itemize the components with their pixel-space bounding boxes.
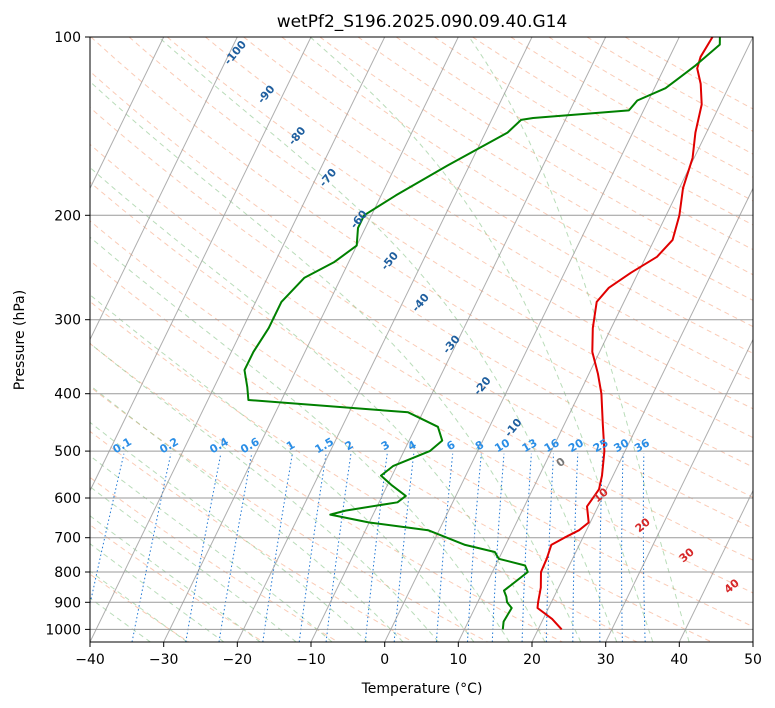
x-tick-label: 50 [744,652,762,668]
y-tick-label: 200 [54,208,81,224]
moist-adiabat-line [158,37,618,642]
plot-area [90,37,753,642]
mixing-ratio-line [185,453,222,642]
dry-adiabat-line [472,37,753,202]
isotherm-gridline [457,37,753,642]
x-tick-label: 40 [670,652,688,668]
dry-adiabat-line [90,300,638,642]
x-axis-ticks: −40 −30 −20 −10 0 10 20 30 40 50 [75,642,762,668]
x-tick-label: 20 [523,652,541,668]
sounding-series [243,37,721,631]
y-axis-label: Pressure (hPa) [12,290,28,390]
x-tick-label: −20 [223,652,253,668]
dry-adiabat-line [90,181,753,594]
mixing-ratio-line [262,453,293,642]
dry-adiabat-line [243,37,753,354]
x-tick-label: −40 [75,652,105,668]
y-tick-label: 500 [54,444,81,460]
moist-adiabat-line [90,166,546,642]
isotherm-gridline [163,37,459,642]
mixing-ratio-line [599,453,603,642]
y-tick-label: 900 [54,595,81,611]
dry-adiabat-line [90,430,414,642]
dry-adiabat-line [548,37,753,155]
dry-adiabat-line [90,476,339,642]
isotherm-gridline [90,37,386,642]
moist-adiabat-line [90,236,510,642]
temperature-profile [536,37,714,631]
plot-frame [89,36,754,643]
moist-adiabat-line [90,455,333,642]
y-tick-label: 700 [54,531,81,547]
moist-adiabat-line [90,80,582,642]
isotherm-gridline [531,187,753,642]
y-tick-label: 800 [54,565,81,581]
x-tick-label: −30 [149,652,179,668]
isotherm-gridline [310,37,607,642]
y-tick-label: 400 [54,387,81,403]
moist-adiabat-line [90,294,475,642]
isotherm-gridline [236,37,533,642]
dry-adiabat-line [357,37,753,276]
isotherm-gridline [90,37,312,492]
x-tick-label: −10 [296,652,326,668]
mixing-ratio-line [572,453,579,642]
mixing-ratio-line [218,453,253,642]
mixing-ratio-line [642,453,646,642]
dry-adiabat-line [90,220,753,628]
y-tick-label: 600 [54,491,81,507]
moist-adiabat-line [90,543,225,642]
x-axis-label: Temperature (°C) [361,681,483,697]
dry-adiabat-line [434,37,753,226]
moist-adiabat-line [90,570,188,642]
x-tick-label: 0 [380,652,389,668]
isotherm-gridline [678,489,753,642]
x-tick-label: 30 [597,652,615,668]
dewpoint-profile [243,37,721,630]
dry-adiabat-line [90,37,753,468]
moist-adiabat-line [90,515,261,642]
dry-adiabat-line [281,37,753,328]
isotherm-gridline [384,37,680,642]
dry-adiabat-line [90,342,563,642]
isotherm-gridline [605,338,753,642]
isotherm-gridline [90,37,165,190]
x-tick-label: 10 [449,652,467,668]
moist-adiabat-line [90,421,369,642]
y-axis-ticks: 100 200 300 400 500 600 700 800 900 1000 [45,30,90,638]
y-tick-label: 300 [54,313,81,329]
moist-adiabat-line [90,342,439,642]
y-tick-label: 100 [54,30,81,46]
dry-adiabat-line [166,37,753,410]
y-tick-label: 1000 [45,622,81,638]
dry-adiabat-line [128,37,753,439]
mixing-ratio-line [621,453,624,642]
dry-adiabat-line [90,106,753,529]
mixing-ratio-line [90,453,125,607]
dry-adiabat-line [90,260,712,642]
moist-adiabat-line [90,384,404,642]
chart-title: wetPf2_S196.2025.090.09.40.G14 [277,12,568,32]
